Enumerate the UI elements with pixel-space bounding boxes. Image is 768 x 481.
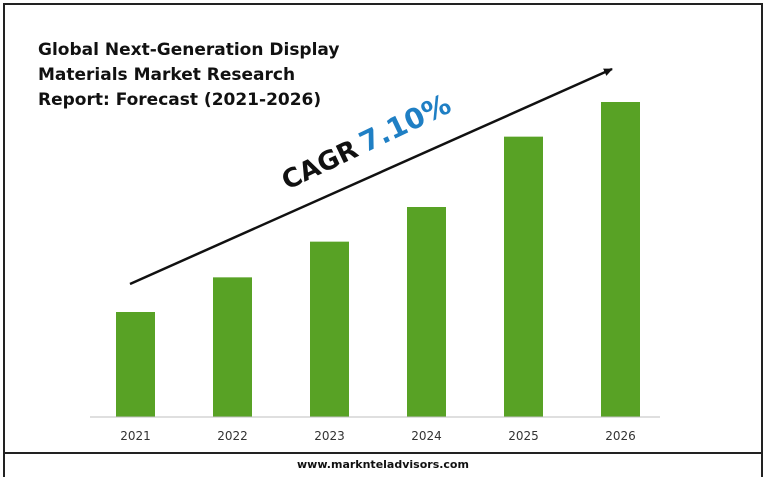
cagr-trend-arrow [129,67,613,286]
chart-title: Global Next-Generation Display Materials… [38,40,340,110]
website-link[interactable]: www.marknteladvisors.com [297,458,469,471]
x-tick-label-2026: 2026 [605,429,636,443]
bars-group [116,102,640,417]
bar-2024 [407,207,446,417]
x-tick-label-2025: 2025 [508,429,539,443]
footer-bar: www.marknteladvisors.com [5,452,761,477]
x-tick-label-2022: 2022 [217,429,248,443]
x-tick-label-2023: 2023 [314,429,345,443]
x-tick-label-2024: 2024 [411,429,442,443]
x-tick-labels: 2021 2022 2023 2024 2025 2026 [120,429,636,443]
bar-2022 [213,277,252,417]
bar-2026 [601,102,640,417]
bar-2021 [116,312,155,417]
bar-2025 [504,136,543,417]
x-tick-label-2021: 2021 [120,429,151,443]
bar-2023 [310,241,349,417]
